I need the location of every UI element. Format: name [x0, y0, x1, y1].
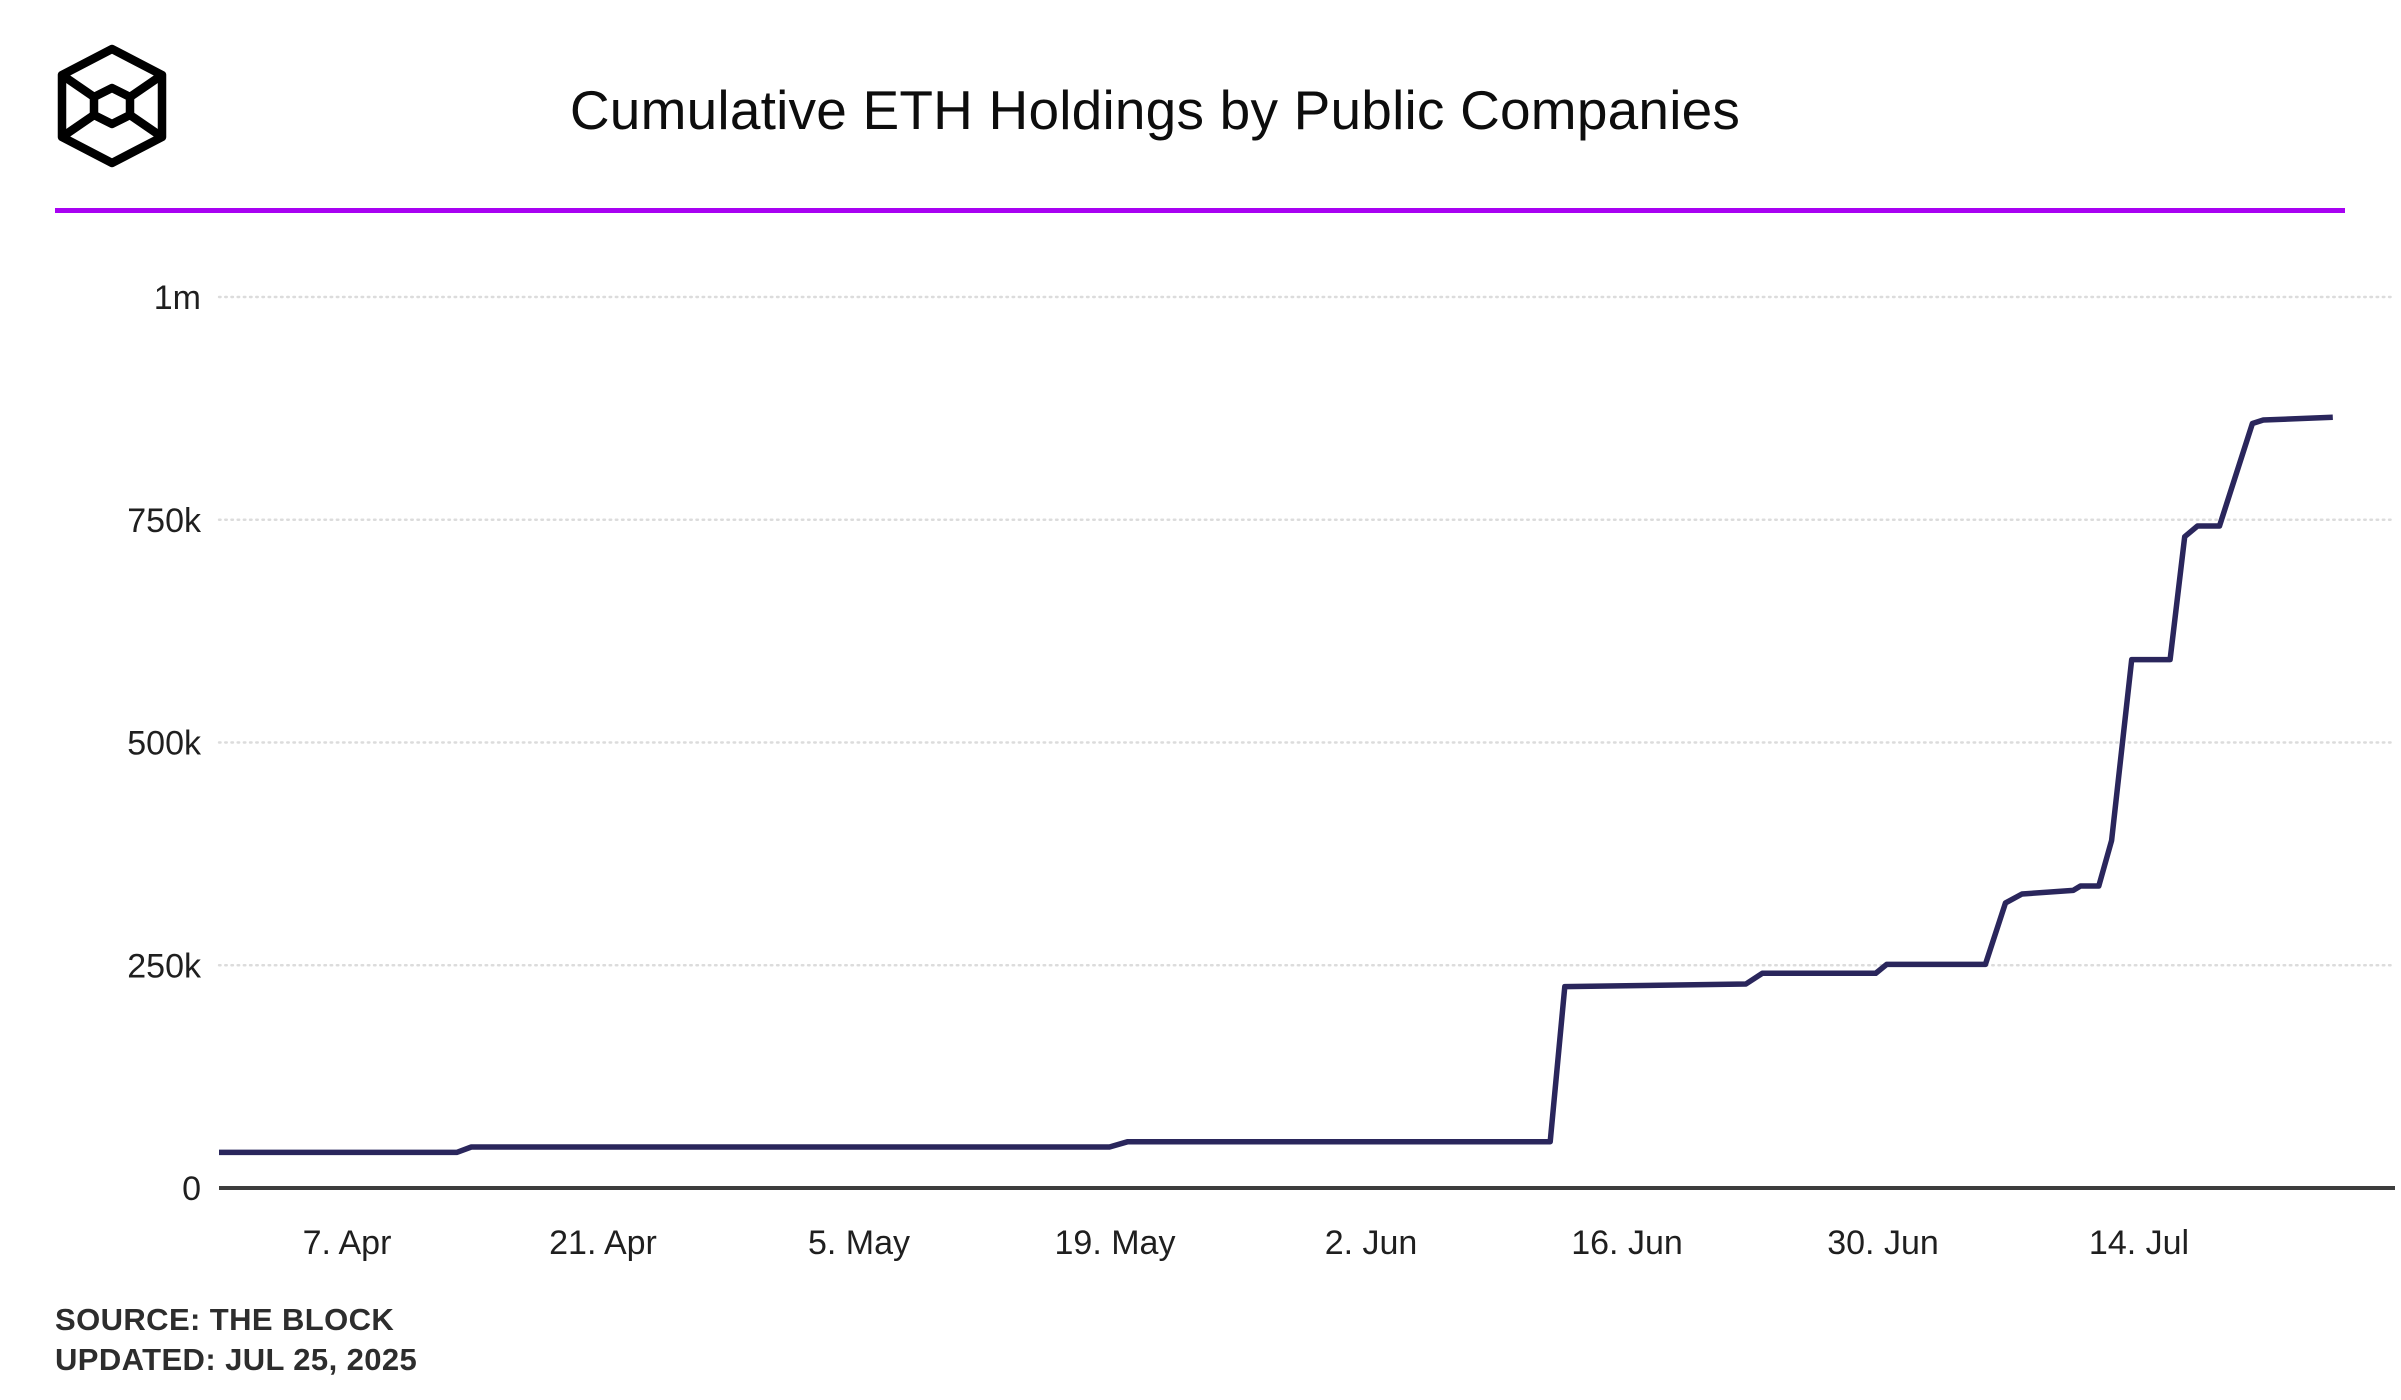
y-tick-label: 750k: [127, 502, 202, 540]
y-tick-label: 250k: [127, 947, 202, 985]
x-tick-label: 2. Jun: [1325, 1224, 1418, 1262]
updated-label: UPDATED: JUL 25, 2025: [55, 1342, 418, 1377]
x-tick-label: 7. Apr: [303, 1224, 392, 1262]
y-tick-label: 1m: [154, 279, 201, 317]
source-label: SOURCE: THE BLOCK: [55, 1302, 395, 1337]
x-tick-label: 30. Jun: [1827, 1224, 1939, 1262]
x-tick-label: 14. Jul: [2089, 1224, 2189, 1262]
x-tick-label: 16. Jun: [1571, 1224, 1683, 1262]
eth-holdings-series-line: [219, 414, 2333, 1156]
x-tick-label: 21. Apr: [549, 1224, 657, 1262]
y-tick-label: 500k: [127, 725, 202, 763]
header-accent-rule: [55, 208, 2345, 213]
x-tick-label: 19. May: [1055, 1224, 1176, 1262]
chart-footer: SOURCE: THE BLOCK UPDATED: JUL 25, 2025: [55, 1300, 417, 1380]
page-title: Cumulative ETH Holdings by Public Compan…: [569, 79, 1741, 141]
x-tick-label: 5. May: [808, 1224, 910, 1262]
y-tick-label: 0: [182, 1170, 201, 1208]
the-block-logo-icon: [57, 44, 167, 168]
